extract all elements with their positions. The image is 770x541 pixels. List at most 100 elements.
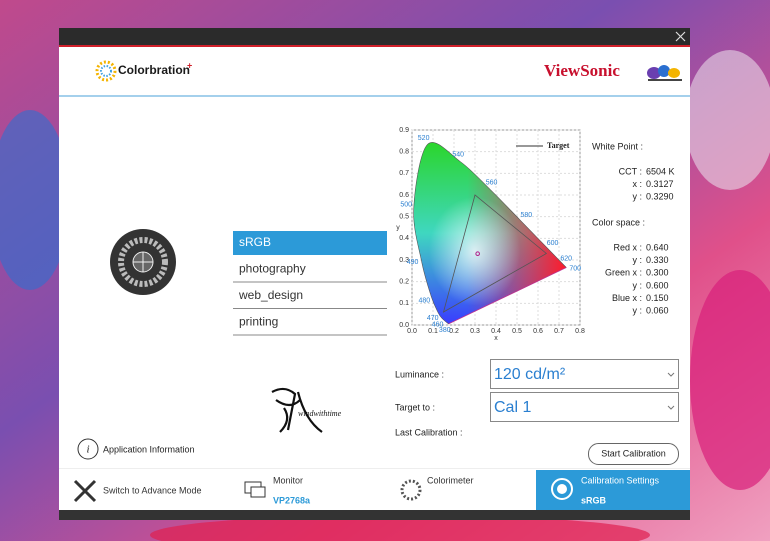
wavelength-label: 620 (560, 255, 572, 262)
target-label: Target to : (395, 402, 435, 412)
wavelength-label: 380 (439, 327, 451, 334)
x-tick-label: 0.0 (407, 328, 417, 335)
wavelength-label: 480 (418, 298, 430, 305)
title-accent (59, 45, 690, 47)
brand: ViewSonic (544, 61, 620, 80)
wavelength-label: 580 (521, 212, 533, 219)
y-tick-label: 0.9 (399, 127, 409, 134)
y-axis-label: y (396, 224, 400, 231)
wavelength-label: 700 (569, 266, 581, 273)
preset-item[interactable]: printing (239, 315, 278, 329)
info-label: y : (632, 255, 642, 265)
luminance-label: Luminance : (395, 369, 444, 379)
x-tick-label: 0.7 (554, 328, 564, 335)
nav-icon (557, 484, 567, 494)
x-tick-label: 0.8 (575, 328, 585, 335)
target-dropdown[interactable] (490, 392, 679, 422)
info-value: 6504 K (646, 166, 675, 176)
spectral-locus (413, 142, 567, 325)
wavelength-label: 470 (427, 315, 439, 322)
paint-blob (690, 270, 770, 490)
app-info-link[interactable]: Application Information (103, 444, 195, 454)
x-tick-label: 0.3 (470, 328, 480, 335)
start-calibration-button[interactable] (588, 443, 679, 465)
nav-icon (551, 478, 573, 500)
y-tick-label: 0.7 (399, 170, 409, 177)
wavelength-label: 560 (486, 180, 498, 187)
nav-detail: VP2768a (273, 495, 311, 505)
color-space-title: Color space : (592, 217, 645, 227)
preset-item[interactable]: sRGB (239, 235, 271, 249)
paint-blob (685, 50, 770, 190)
purple-line (448, 267, 567, 325)
nav-icon (250, 486, 266, 498)
wavelength-label: 520 (418, 135, 430, 142)
logo-text: Colorbration (118, 63, 190, 77)
window-footer (59, 510, 690, 520)
info-label: y : (632, 280, 642, 290)
y-tick-label: 0.5 (399, 214, 409, 221)
info-label: y : (632, 191, 642, 201)
info-label: Red x : (613, 242, 642, 252)
info-value: 0.330 (646, 255, 669, 265)
wavelength-label: 600 (547, 240, 559, 247)
target-value: Cal 1 (494, 399, 531, 416)
preset-list: sRGB photography web_design printing (233, 231, 387, 336)
app-icon (110, 229, 176, 295)
y-tick-label: 0.3 (399, 257, 409, 264)
white-point (475, 251, 480, 257)
white-point-title: White Point : (592, 141, 643, 151)
close-button[interactable] (675, 31, 686, 42)
title-bar (59, 28, 690, 45)
color-info: White Point : CCT : 6504 K x : 0.3127 y : 0.32… (592, 141, 675, 315)
wavelength-label: 500 (400, 201, 412, 208)
y-tick-label: 0.6 (399, 192, 409, 199)
paint-blob (0, 110, 70, 290)
preset-selected (233, 231, 387, 255)
x-tick-label: 0.1 (428, 328, 438, 335)
nav-icon (400, 479, 422, 501)
dropdown-arrow (667, 405, 675, 410)
x-axis-label: x (494, 335, 498, 342)
x-tick-label: 0.4 (491, 328, 501, 335)
info-icon-glyph: i (86, 444, 89, 456)
bottom-nav: Switch to Advance Mode Monitor VP2768a Colo… (59, 468, 690, 510)
info-value: 0.060 (646, 306, 669, 316)
luminance-value: 120 cd/m² (494, 366, 566, 383)
nav-title[interactable]: Calibration Settings (581, 475, 660, 485)
x-tick-label: 0.5 (512, 328, 522, 335)
signature: windwithtime (271, 387, 342, 433)
nav-icon (73, 479, 97, 503)
preset-item[interactable]: photography (239, 262, 306, 276)
target-gamut (442, 194, 548, 313)
info-value: 0.600 (646, 280, 669, 290)
dropdown-arrow (667, 372, 675, 377)
nav-title[interactable]: Colorimeter (427, 475, 474, 485)
nav-detail: sRGB (581, 495, 607, 505)
last-calibration-label: Last Calibration : (395, 427, 463, 437)
signature-text: windwithtime (298, 409, 342, 418)
chromaticity-chart: 0.0 0.1 0.2 0.3 0.4 0.5 0.6 0.7 0.8 0.0 0.1 0.2 0.3 0… (396, 127, 585, 342)
y-tick-label: 0.0 (399, 322, 409, 329)
info-value: 0.3290 (646, 191, 674, 201)
wavelength-label: 460 (432, 321, 444, 328)
x-tick-label: 0.6 (533, 328, 543, 335)
info-label: Green x : (605, 268, 642, 278)
y-tick-label: 0.1 (399, 300, 409, 307)
info-label: x : (632, 179, 642, 189)
info-icon[interactable] (77, 438, 99, 460)
colorbration-logo: Colorbration + (95, 60, 192, 82)
nav-title[interactable]: Monitor (273, 475, 303, 485)
luminance-dropdown[interactable] (490, 359, 679, 389)
info-value: 0.150 (646, 293, 669, 303)
preset-item[interactable]: web_design (238, 288, 303, 302)
info-label: y : (632, 306, 642, 316)
y-tick-label: 0.8 (399, 149, 409, 156)
info-label: Blue x : (612, 293, 642, 303)
info-value: 0.3127 (646, 179, 674, 189)
wavelength-label: 490 (407, 259, 419, 266)
y-tick-label: 0.4 (399, 235, 409, 242)
nav-title[interactable]: Switch to Advance Mode (103, 485, 202, 495)
